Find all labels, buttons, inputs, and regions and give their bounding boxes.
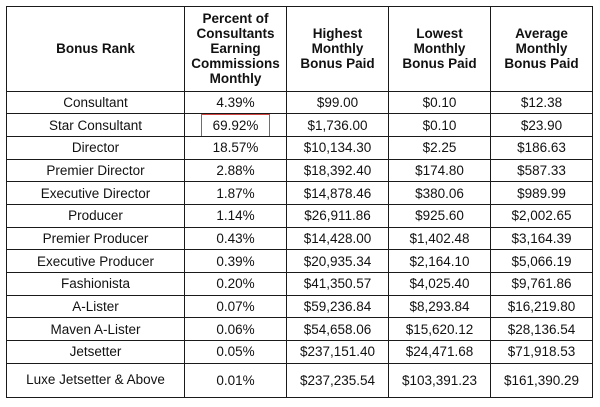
rank-cell: Star Consultant [6,113,185,137]
highest-cell: $14,878.46 [286,181,389,205]
percent-cell: 1.87% [184,181,287,205]
rank-cell: Luxe Jetsetter & Above [6,362,185,399]
percent-cell: 1.14% [184,204,287,228]
rank-cell: A-Lister [6,294,185,319]
rank-cell: Executive Director [6,181,185,205]
rank-cell: Executive Producer [6,249,185,274]
lowest-cell: $15,620.12 [388,317,491,342]
header-percent-earning: Percent of Consultants Earning Commissio… [184,6,287,92]
average-cell: $23.90 [490,113,593,137]
percent-cell: 0.05% [184,340,287,364]
lowest-cell: $0.10 [388,113,491,137]
table-row: Maven A-Lister 0.06% $54,658.06 $15,620.… [6,317,593,342]
table-row: Consultant 4.39% $99.00 $0.10 $12.38 [6,90,593,115]
table-row: Executive Director 1.87% $14,878.46 $380… [6,181,593,205]
header-lowest-bonus: Lowest Monthly Bonus Paid [388,6,491,92]
average-cell: $12.38 [490,90,593,115]
average-cell: $989.99 [490,181,593,205]
average-cell: $587.33 [490,158,593,183]
lowest-cell: $2,164.10 [388,249,491,274]
lowest-cell: $1,402.48 [388,226,491,251]
percent-cell: 0.43% [184,226,287,251]
table-row: Executive Producer 0.39% $20,935.34 $2,1… [6,249,593,274]
average-cell: $5,066.19 [490,249,593,274]
average-cell: $2,002.65 [490,204,593,228]
rank-cell: Director [6,135,185,160]
highlighted-percent-value: 69.92% [212,117,259,133]
percent-cell: 0.39% [184,249,287,274]
header-highest-bonus: Highest Monthly Bonus Paid [286,6,389,92]
highest-cell: $14,428.00 [286,226,389,251]
average-cell: $186.63 [490,135,593,160]
average-cell: $161,390.29 [490,362,593,399]
header-row: Bonus Rank Percent of Consultants Earnin… [6,6,593,92]
lowest-cell: $0.10 [388,90,491,115]
percent-cell: 69.92% [184,113,287,137]
highest-cell: $41,350.57 [286,272,389,296]
highest-cell: $18,392.40 [286,158,389,183]
lowest-cell: $8,293.84 [388,294,491,319]
percent-cell: 2.88% [184,158,287,183]
rank-cell: Premier Director [6,158,185,183]
lowest-cell: $174.80 [388,158,491,183]
average-cell: $3,164.39 [490,226,593,251]
table-row: Premier Producer 0.43% $14,428.00 $1,402… [6,226,593,251]
percent-cell: 4.39% [184,90,287,115]
average-cell: $16,219.80 [490,294,593,319]
rank-cell: Producer [6,204,185,228]
table-row: Premier Director 2.88% $18,392.40 $174.8… [6,158,593,183]
lowest-cell: $380.06 [388,181,491,205]
highest-cell: $59,236.84 [286,294,389,319]
table-row: Jetsetter 0.05% $237,151.40 $24,471.68 $… [6,340,593,364]
table-row: Producer 1.14% $26,911.86 $925.60 $2,002… [6,204,593,228]
rank-cell: Premier Producer [6,226,185,251]
highest-cell: $54,658.06 [286,317,389,342]
highlighted-percent: 69.92% [200,114,271,136]
percent-cell: 0.07% [184,294,287,319]
header-bonus-rank: Bonus Rank [6,6,185,92]
table-row: Director 18.57% $10,134.30 $2.25 $186.63 [6,135,593,160]
rank-cell: Consultant [6,90,185,115]
lowest-cell: $2.25 [388,135,491,160]
lowest-cell: $4,025.40 [388,272,491,296]
average-cell: $9,761.86 [490,272,593,296]
highest-cell: $237,235.54 [286,362,389,399]
bonus-table: Bonus Rank Percent of Consultants Earnin… [6,6,593,399]
highest-cell: $1,736.00 [286,113,389,137]
lowest-cell: $103,391.23 [388,362,491,399]
table-row: Star Consultant 69.92% $1,736.00 $0.10 $… [6,113,593,137]
percent-cell: 0.01% [184,362,287,399]
percent-cell: 18.57% [184,135,287,160]
lowest-cell: $24,471.68 [388,340,491,364]
percent-cell: 0.06% [184,317,287,342]
percent-cell: 0.20% [184,272,287,296]
rank-cell: Jetsetter [6,340,185,364]
highest-cell: $10,134.30 [286,135,389,160]
rank-cell: Maven A-Lister [6,317,185,342]
header-average-bonus: Average Monthly Bonus Paid [490,6,593,92]
highest-cell: $237,151.40 [286,340,389,364]
highest-cell: $26,911.86 [286,204,389,228]
table-row: Luxe Jetsetter & Above 0.01% $237,235.54… [6,362,593,399]
average-cell: $28,136.54 [490,317,593,342]
highest-cell: $20,935.34 [286,249,389,274]
lowest-cell: $925.60 [388,204,491,228]
table-row: Fashionista 0.20% $41,350.57 $4,025.40 $… [6,272,593,296]
average-cell: $71,918.53 [490,340,593,364]
table-row: A-Lister 0.07% $59,236.84 $8,293.84 $16,… [6,294,593,319]
highest-cell: $99.00 [286,90,389,115]
rank-cell: Fashionista [6,272,185,296]
